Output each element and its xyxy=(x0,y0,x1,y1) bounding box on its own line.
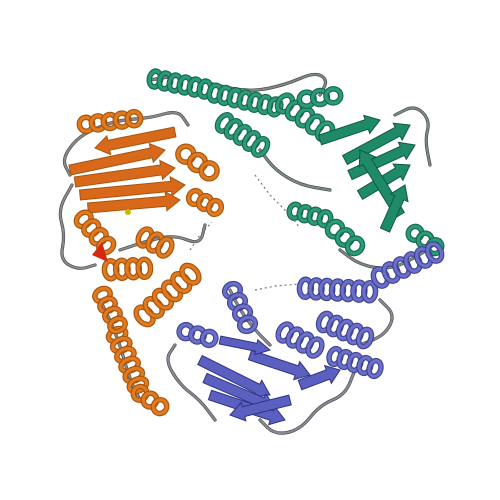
alpha-helix xyxy=(92,285,128,335)
alpha-helix xyxy=(133,262,202,328)
beta-strand xyxy=(229,394,292,422)
alpha-helix xyxy=(176,321,219,349)
dashed-linker xyxy=(254,283,301,291)
alpha-helix xyxy=(175,143,220,182)
alpha-helix xyxy=(73,209,117,256)
highlight-residue xyxy=(92,242,108,262)
highlight-residue xyxy=(125,209,131,215)
alpha-helix xyxy=(286,201,334,229)
alpha-helix xyxy=(185,187,225,218)
chain-orange xyxy=(58,108,225,417)
alpha-helix xyxy=(135,226,175,259)
alpha-helix xyxy=(105,325,150,395)
alpha-helix xyxy=(324,218,366,257)
alpha-helix xyxy=(326,345,384,380)
beta-strand xyxy=(297,364,341,391)
beta-strand xyxy=(379,184,409,233)
beta-strand xyxy=(218,335,272,356)
beta-strand xyxy=(247,349,311,381)
beta-strand xyxy=(317,114,381,146)
alpha-helix xyxy=(221,280,259,335)
dashed-linker xyxy=(254,174,301,229)
beta-strand xyxy=(73,159,176,188)
chain-blue xyxy=(166,241,445,435)
alpha-helix xyxy=(76,108,144,135)
beta-strand xyxy=(68,142,166,176)
beta-strand xyxy=(78,175,186,201)
alpha-helix xyxy=(296,276,379,304)
beta-strand xyxy=(94,126,177,156)
alpha-helix xyxy=(315,310,375,350)
alpha-helix xyxy=(101,256,154,282)
beta-strand xyxy=(197,354,271,398)
beta-strand xyxy=(87,190,181,214)
dashed-linker xyxy=(189,221,213,251)
alpha-helix xyxy=(146,68,214,100)
dashed-linkers xyxy=(189,174,301,291)
alpha-helix xyxy=(296,86,344,109)
coil xyxy=(258,148,332,192)
alpha-helix xyxy=(275,321,325,359)
alpha-helix xyxy=(370,241,445,289)
alpha-helix xyxy=(130,383,170,417)
alpha-helix xyxy=(214,112,271,158)
beta-strand xyxy=(347,141,416,181)
